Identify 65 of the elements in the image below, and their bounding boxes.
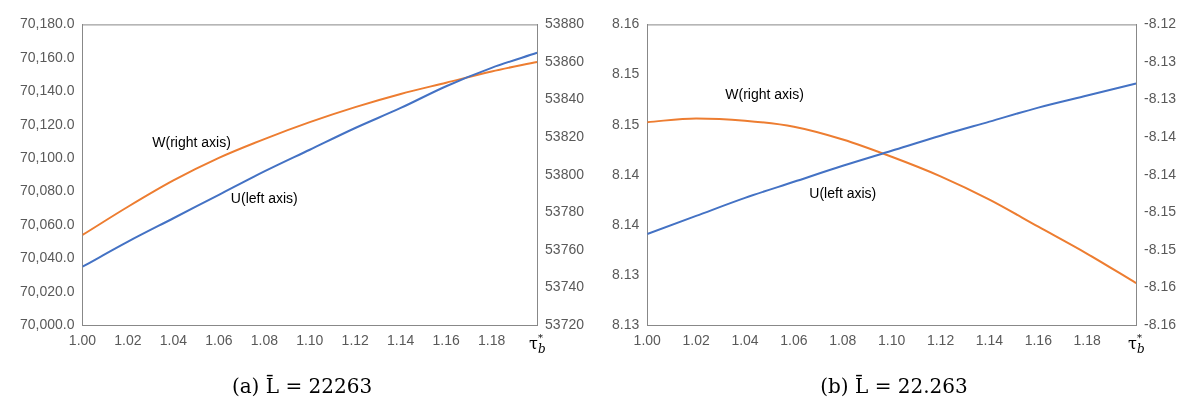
text: (a) L̄ = 22263: [231, 373, 373, 399]
y-tick-label: 8.14: [612, 165, 640, 182]
series-label: W(right axis): [725, 85, 804, 102]
y-tick-label: 70,000.0: [20, 316, 75, 333]
y-tick-label: 70,020.0: [20, 282, 75, 299]
y-tick-label: 70,040.0: [20, 249, 75, 266]
y-tick-label: 8.13: [612, 265, 640, 282]
y2-tick-label: 53740: [545, 278, 585, 295]
x-tick-label: 1.04: [159, 332, 188, 349]
x-tick-label: 1.08: [250, 332, 279, 349]
text: (b) L̄ = 22.263: [820, 373, 968, 399]
line-series: [82, 61, 538, 236]
x-tick-label: 1.16: [432, 332, 460, 349]
x-tick-label: 1.12: [926, 332, 955, 349]
x-tick-label: 1.02: [114, 332, 142, 349]
x-tick-label: 1.14: [387, 332, 415, 349]
y2-tick-label: 53840: [545, 90, 585, 107]
x-tick-label: 1.18: [1073, 332, 1102, 349]
y2-tick-label: -8.13: [1144, 90, 1177, 107]
series-label: U(left axis): [809, 184, 877, 201]
x-tick-label: 1.10: [878, 332, 906, 349]
y-tick-label: 70,100.0: [20, 148, 75, 165]
line-series: [647, 82, 1137, 235]
series-label: W(right axis): [152, 134, 231, 151]
y2-tick-label: 53800: [545, 165, 585, 182]
x-tick-label: 1.10: [296, 332, 324, 349]
x-tick-label: 1.00: [68, 332, 97, 349]
y2-tick-label: 53720: [545, 316, 585, 333]
y-tick-label: 70,140.0: [20, 82, 75, 99]
y2-tick-label: -8.13: [1144, 52, 1177, 69]
y-tick-label: 70,080.0: [20, 182, 75, 199]
y2-tick-label: -8.12: [1144, 15, 1177, 32]
y2-tick-label: 53820: [545, 128, 585, 145]
y-tick-label: 70,160.0: [20, 48, 75, 65]
x-tick-label: 1.16: [1024, 332, 1053, 349]
y-tick-label: 70,180.0: [20, 15, 75, 32]
y2-tick-label: 53860: [545, 52, 585, 69]
x-tick-label: 1.04: [731, 332, 759, 349]
y2-tick-label: -8.14: [1144, 165, 1177, 182]
x-tick-label: 1.06: [205, 332, 233, 349]
y2-tick-label: -8.15: [1144, 240, 1177, 257]
y2-tick-label: -8.16: [1144, 278, 1177, 295]
y2-tick-label: 53780: [545, 203, 585, 220]
x-tick-label: 1.06: [780, 332, 808, 349]
y-tick-label: 70,120.0: [20, 115, 75, 132]
y2-tick-label: 53880: [545, 15, 585, 32]
y-tick-label: 70,060.0: [20, 215, 75, 232]
y2-tick-label: -8.16: [1144, 316, 1177, 333]
y-tick-label: 8.13: [612, 316, 640, 333]
x-tick-label: 1.14: [975, 332, 1004, 349]
y2-tick-label: -8.15: [1144, 203, 1177, 220]
y-tick-label: 8.16: [612, 15, 640, 32]
series-label: U(left axis): [230, 190, 298, 207]
y-tick-label: 8.15: [612, 65, 640, 82]
x-tick-label: 1.08: [829, 332, 857, 349]
y-tick-label: 8.15: [612, 115, 640, 132]
y2-tick-label: 53760: [545, 240, 585, 257]
x-tick-label: 1.12: [341, 332, 370, 349]
y-tick-label: 8.14: [612, 215, 640, 232]
y2-tick-label: -8.14: [1144, 128, 1177, 145]
x-tick-label: 1.00: [633, 332, 662, 349]
line-series: [647, 117, 1137, 285]
line-series: [82, 51, 538, 268]
x-tick-label: 1.02: [682, 332, 710, 349]
x-tick-label: 1.18: [477, 332, 506, 349]
